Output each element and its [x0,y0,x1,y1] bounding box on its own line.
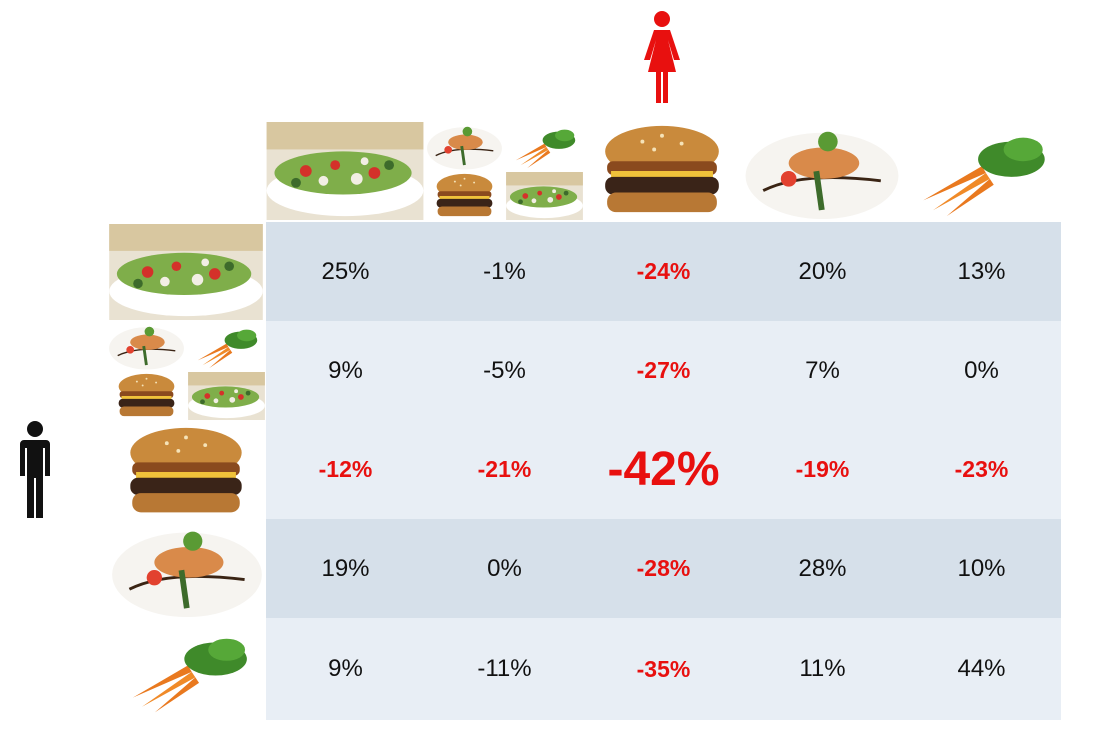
cell-value: 9% [328,655,363,682]
matrix-cell: -5% [425,321,584,420]
cell-value: 11% [799,655,846,682]
salad-thumbnail [188,372,265,420]
cell-value: -5% [483,356,526,384]
cell-value: -28% [636,555,691,581]
chicken-plate-thumbnail [108,322,185,370]
matrix-cell: -11% [425,618,584,720]
matrix-cell: -12% [266,420,425,519]
cell-value: -21% [477,456,532,482]
matrix-cell: 0% [902,321,1061,420]
matrix-cell: 0% [425,519,584,618]
cell-value: -11% [477,655,532,682]
matrix-cell: -1% [425,222,584,321]
cell-value: -12% [318,456,373,482]
column-header-carrot-image [912,122,1052,220]
matrix-cell: 7% [743,321,902,420]
salad-thumbnail [506,172,583,220]
cell-value: -19% [795,456,850,482]
matrix-cell: -24% [584,222,743,321]
matrix-cell: -28% [584,519,743,618]
cell-value: 20% [798,257,847,285]
burger-thumbnail [108,372,185,420]
column-header-salad-image [265,122,425,220]
female-figure-icon [644,11,680,103]
cell-value: 25% [321,257,370,285]
cell-value: -35% [636,655,691,682]
cell-value: 10% [957,554,1006,582]
cell-value: 44% [957,655,1006,682]
matrix-cell: -35% [584,618,743,720]
cell-value: 0% [487,554,522,582]
matrix-cell: 25% [266,222,425,321]
row-header-carrot-image [118,624,258,716]
cell-value: 7% [805,356,840,384]
cell-value: -27% [636,357,691,383]
cell-value: 19% [321,554,370,582]
matrix-cell: -27% [584,321,743,420]
matrix-cell: 10% [902,519,1061,618]
burger-thumbnail [426,172,503,220]
percentage-matrix: 25% -1% -24% 20% 13% 9% -5% -27% 7% 0% -… [266,222,1061,720]
row-header-chicken-plate-image [108,522,266,618]
carrot-thumbnail [506,122,583,170]
column-header-mixed-plate-image [426,122,584,220]
matrix-cell: 13% [902,222,1061,321]
matrix-cell: 9% [266,321,425,420]
matrix-cell: 28% [743,519,902,618]
matrix-cell: 9% [266,618,425,720]
matrix-cell: -21% [425,420,584,519]
matrix-cell: 11% [743,618,902,720]
cell-value: 13% [957,257,1006,285]
cell-value: -24% [636,258,691,284]
male-figure-icon [20,421,50,518]
cell-value-highlight: -42% [607,443,720,496]
matrix-cell: -19% [743,420,902,519]
column-header-chicken-plate-image [742,122,902,220]
matrix-cell: 44% [902,618,1061,720]
column-header-burger-image [592,122,732,220]
cell-value: 0% [964,356,999,384]
matrix-cell: 19% [266,519,425,618]
cell-value: 9% [328,356,363,384]
carrot-thumbnail [188,322,265,370]
row-header-burger-image [116,424,256,520]
matrix-cell: 20% [743,222,902,321]
cell-value: -23% [954,456,1009,482]
matrix-cell-highlight: -42% [584,420,743,519]
row-header-salad-image [108,224,264,320]
cell-value: 28% [798,554,847,582]
chicken-plate-thumbnail [426,122,503,170]
row-header-mixed-plate-image [108,322,266,420]
cell-value: -1% [483,257,526,285]
matrix-cell: -23% [902,420,1061,519]
